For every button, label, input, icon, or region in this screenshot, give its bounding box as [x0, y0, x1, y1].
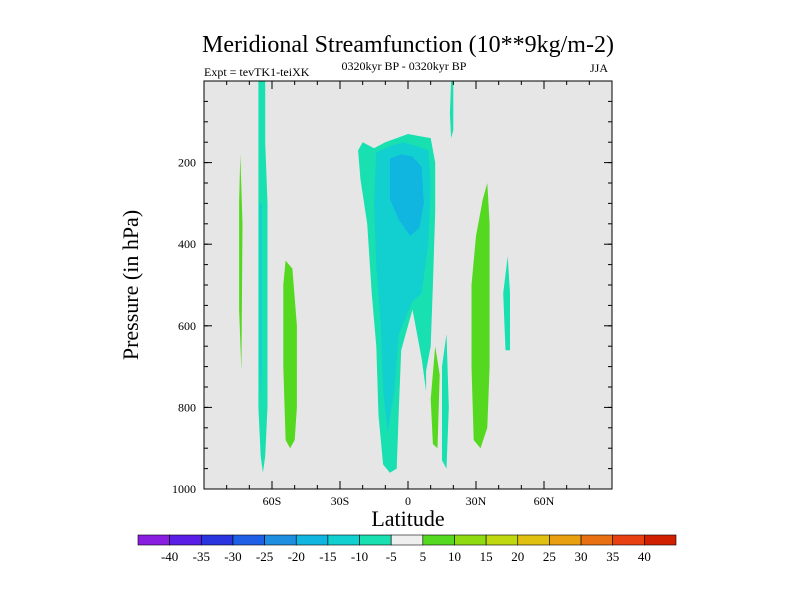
plot-area: 60S 30S 0 30N 60N 200 400 600 800 1000	[172, 80, 613, 508]
contour-region-main-cell-core	[389, 154, 424, 236]
colorbar-swatch	[485, 534, 519, 546]
y-tick-label: 200	[178, 156, 196, 170]
colorbar-swatch	[612, 534, 645, 546]
y-tick-label: 800	[178, 400, 196, 414]
y-tick-label: 600	[178, 319, 196, 333]
colorbar-swatch	[295, 534, 329, 546]
x-tick-label: 30N	[466, 494, 487, 508]
colorbar-swatch	[580, 534, 614, 546]
x-tick-label: 0	[405, 494, 411, 508]
colorbar-swatch	[232, 534, 265, 546]
contour-region-patch-45N	[503, 256, 510, 351]
colorbar-label: 25	[543, 549, 556, 564]
colorbar-label: 35	[606, 549, 619, 564]
contour-region-strip-15N	[442, 334, 449, 469]
colorbar-label: -15	[319, 549, 336, 564]
colorbar-swatch	[549, 534, 582, 546]
colorbar-label: -20	[288, 549, 305, 564]
y-axis-label: Pressure (in hPa)	[118, 210, 143, 360]
contour-region-band-60S-core	[259, 203, 262, 400]
colorbar-swatch	[264, 534, 297, 546]
colorbar-swatch	[454, 534, 487, 546]
x-tick-label: 60S	[263, 494, 282, 508]
colorbar-label: 40	[638, 549, 651, 564]
colorbar-swatch	[644, 534, 677, 546]
colorbar-label: 10	[448, 549, 461, 564]
x-tick-label: 30S	[331, 494, 350, 508]
colorbar-swatch	[169, 534, 202, 546]
colorbar-label: -10	[351, 549, 368, 564]
colorbar-label: -25	[256, 549, 273, 564]
colorbar-label: 15	[480, 549, 493, 564]
x-axis-label: Latitude	[371, 506, 444, 531]
colorbar-swatch	[327, 534, 360, 546]
colorbar-label: 30	[575, 549, 588, 564]
contour-region-patch-50S	[283, 260, 297, 449]
subtitle-right: JJA	[590, 61, 608, 75]
colorbar-swatch	[137, 534, 170, 546]
y-tick-label: 400	[178, 237, 196, 251]
colorbar-swatch	[359, 534, 392, 546]
y-tick-label: 1000	[172, 482, 196, 496]
colorbar-label: 5	[420, 549, 427, 564]
colorbar-label: -40	[161, 549, 178, 564]
contour-region-patch-10N-low	[430, 346, 440, 449]
colorbar-swatch	[390, 534, 424, 546]
contour-region-top-sliver-20N	[449, 81, 454, 139]
colorbar-label: -35	[193, 549, 210, 564]
x-tick-label: 60N	[534, 494, 555, 508]
colorbar-label: 20	[511, 549, 524, 564]
subtitle-left: Expt = tevTK1-teiXK	[204, 65, 310, 79]
chart-title: Meridional Streamfunction (10**9kg/m-2)	[202, 32, 614, 58]
colorbar-label: -5	[386, 549, 397, 564]
colorbar-swatch	[200, 534, 234, 546]
contour-region-patch-75S	[239, 154, 243, 371]
colorbar-swatch	[517, 534, 550, 546]
subtitle-center: 0320kyr BP - 0320kyr BP	[342, 59, 467, 73]
colorbar: -40 -35 -30 -25 -20 -15 -10 -5 5 10 15 20 25 30 35 40	[137, 534, 677, 564]
colorbar-swatch	[422, 534, 455, 546]
contour-region-patch-30N	[471, 183, 490, 449]
colorbar-label: -30	[224, 549, 241, 564]
